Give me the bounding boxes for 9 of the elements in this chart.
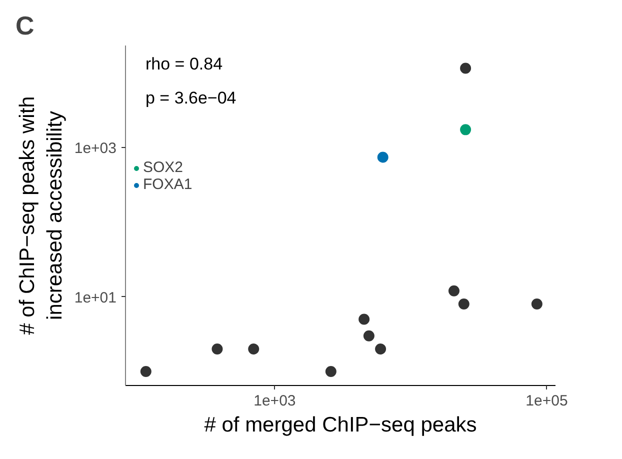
- annotation: rho = 0.84: [146, 54, 223, 74]
- x-tick-label: 1e+05: [526, 392, 568, 410]
- x-axis-title: # of merged ChIP−seq peaks: [204, 414, 477, 436]
- annotation: p = 3.6e−04: [146, 88, 236, 108]
- chart-title: C: [16, 10, 34, 40]
- legend-label: FOXA1: [143, 176, 192, 193]
- y-tick-label: 1e+01: [74, 289, 117, 306]
- y-axis-title: # of ChIP−seq peaks with increased accessibility: [16, 96, 66, 335]
- legend-label: SOX2: [143, 159, 184, 176]
